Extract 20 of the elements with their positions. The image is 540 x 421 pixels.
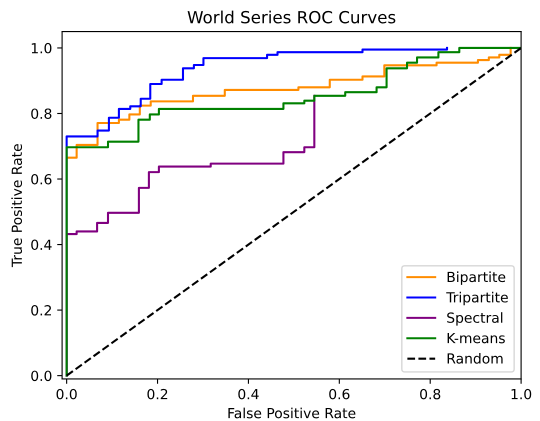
legend-label: Bipartite (448, 271, 506, 285)
x-tick-label: 0.6 (329, 388, 350, 400)
x-tick-label: 0.2 (147, 388, 168, 400)
x-tick-label: 0.8 (420, 388, 440, 400)
legend-label: Tripartite (446, 292, 508, 306)
x-tick-label: 0.4 (238, 388, 259, 400)
y-axis-title: True Positive Rate (11, 144, 22, 268)
x-tick-label: 1.0 (512, 388, 532, 400)
x-axis-title: False Positive Rate (228, 408, 356, 418)
y-tick-label: 0.4 (31, 240, 52, 250)
legend-label: K-means (448, 333, 505, 344)
y-tick-label: 1.0 (32, 42, 52, 54)
y-tick-label: 0.2 (31, 305, 51, 316)
chart-title: World Series ROC Curves (188, 10, 396, 24)
y-tick-label: 0.6 (31, 174, 52, 184)
y-tick-label: 0.0 (31, 370, 52, 382)
y-tick-label: 0.8 (31, 108, 52, 119)
x-tick-label: 0.0 (56, 388, 77, 400)
legend-label: Random (448, 352, 503, 364)
legend-label: Spectral (447, 312, 502, 326)
